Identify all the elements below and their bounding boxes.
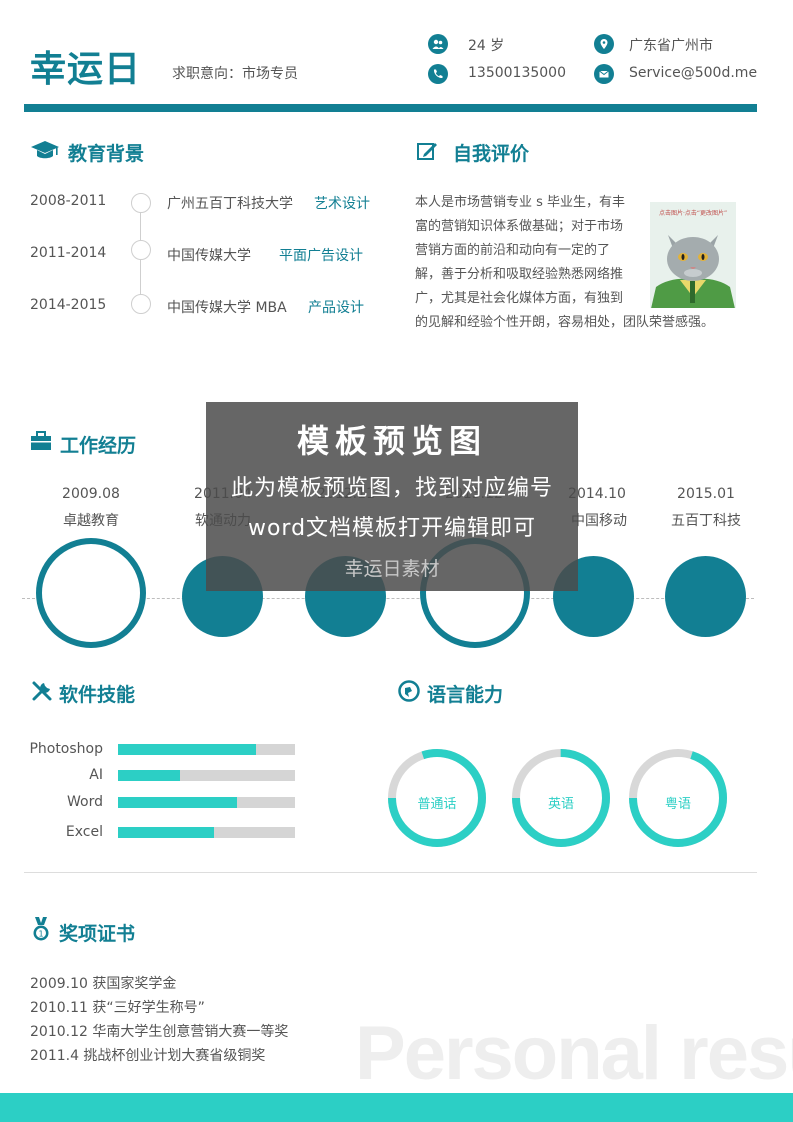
language-ring [512,749,610,847]
language-ring-arc [388,749,486,847]
language-ring [629,749,727,847]
phone-text: 13500135000 [468,65,566,81]
education-school: 广州五百丁科技大学 [167,196,293,212]
award-item: 2009.10 获国家奖学金 [30,976,177,992]
language-rings [388,749,727,847]
section-divider [24,872,757,873]
award-item: 2010.11 获“三好学生称号” [30,1000,205,1016]
skill-name: Word [67,794,103,810]
education-years: 2011-2014 [30,245,107,261]
profile-photo[interactable]: 点击图片·点击“更改图片” [650,202,736,308]
work-timeline-dashed-line [22,598,754,599]
overlay-line: 此为模板预览图，找到对应编号 [230,476,553,501]
work-company: 中国移动 [571,513,627,529]
skill-bar-track [118,769,295,781]
overlay-source: 幸运日素材 [344,558,440,580]
overlay-title: 模板预览图 [296,422,487,460]
education-years: 2008-2011 [30,193,107,209]
personal-resume-watermark: Personal resume [355,1011,793,1096]
skill-row: Photoshop [23,741,295,757]
skill-row: Word [23,794,295,810]
skill-bar-fill [118,826,214,838]
education-years: 2014-2015 [30,297,107,313]
skill-name: AI [89,767,103,783]
footer-bar [0,1093,793,1122]
languages-title: 语言能力 [427,684,504,706]
work-date: 2015.01 [677,486,735,502]
self-eval-line: 解，善于分析和吸取经验熟悉网络推 [415,267,624,282]
skill-name: Excel [65,824,103,840]
work-title: 工作经历 [60,435,137,457]
work-company: 卓越教育 [63,513,119,529]
self-eval-line: 广，尤其是社会化媒体方面，有独到 [415,291,624,306]
self-eval-line: 营销方面的前沿和动向有一定的了 [415,243,611,258]
self-eval-line: 本人是市场营销专业 s 毕业生，有丰 [415,195,626,210]
education-major: 艺术设计 [314,196,370,212]
age-text: 24 岁 [468,38,505,54]
self-eval-text: 本人是市场营销专业 s 毕业生，有丰 富的营销知识体系做基础；对于市场 营销方面… [415,191,639,311]
award-item: 2011.4 挑战杯创业计划大赛省级铜奖 [30,1048,266,1064]
work-date: 2014.10 [568,486,626,502]
education-major: 产品设计 [308,300,364,316]
language-ring [388,749,486,847]
awards-title: 奖项证书 [59,923,136,945]
language-name: 粤语 [664,797,691,812]
email-icon [594,64,614,84]
skill-bar-fill [118,743,257,755]
medal-icon: 1 [26,917,56,941]
skill-bar-fill [118,796,237,808]
skill-name: Photoshop [29,741,103,757]
skill-row: Excel [23,824,295,840]
education-school: 中国传媒大学 [167,248,251,264]
location-text: 广东省广州市 [629,38,713,54]
skill-bar-track [118,796,295,808]
self-eval-title: 自我评价 [453,143,530,165]
education-major: 平面广告设计 [279,248,363,264]
work-circle-outline [36,538,146,648]
svg-text:1: 1 [38,930,43,939]
edit-icon [412,139,442,163]
preview-overlay: 模板预览图 此为模板预览图，找到对应编号 word文档模板打开编辑即可 幸运日素… [206,402,578,591]
language-globe-icon [394,679,424,703]
award-item: 2010.12 华南大学生创意营销大赛一等奖 [30,1024,289,1040]
location-icon [594,34,614,54]
language-name: 普通话 [417,797,457,812]
work-date: 2009.08 [62,486,120,502]
work-company: 五百丁科技 [671,513,741,529]
overlay-line: word文档模板打开编辑即可 [247,516,537,541]
education-title: 教育背景 [68,143,145,165]
timeline-dot [131,240,151,260]
skill-bar-fill [118,769,180,781]
user-icon [428,34,448,54]
self-eval-line: 的见解和经验个性开朗，容易相处，团队荣誉感强。 [415,315,715,330]
language-name: 英语 [547,797,574,812]
skill-row: AI [23,767,295,783]
tools-icon [27,679,57,703]
skills-title: 软件技能 [59,684,136,706]
job-objective: 求职意向：市场专员 [172,66,298,82]
education-school: 中国传媒大学 MBA [167,300,287,316]
candidate-name: 幸运日 [30,49,142,90]
language-ring-arc [629,749,727,847]
timeline-dot [131,294,151,314]
language-ring-arc [512,749,610,847]
self-eval-line: 富的营销知识体系做基础；对于市场 [415,219,624,234]
phone-icon [428,64,448,84]
skill-bar-track [118,826,295,838]
briefcase-icon [26,429,56,453]
work-circle-filled [665,556,746,637]
photo-caption: 点击图片·点击“更改图片” [658,210,728,217]
skill-bar-track [118,743,295,755]
graduation-cap-icon [30,138,60,162]
timeline-dot [131,193,151,213]
email-text: Service@500d.me [629,65,758,81]
header-divider [24,104,757,112]
